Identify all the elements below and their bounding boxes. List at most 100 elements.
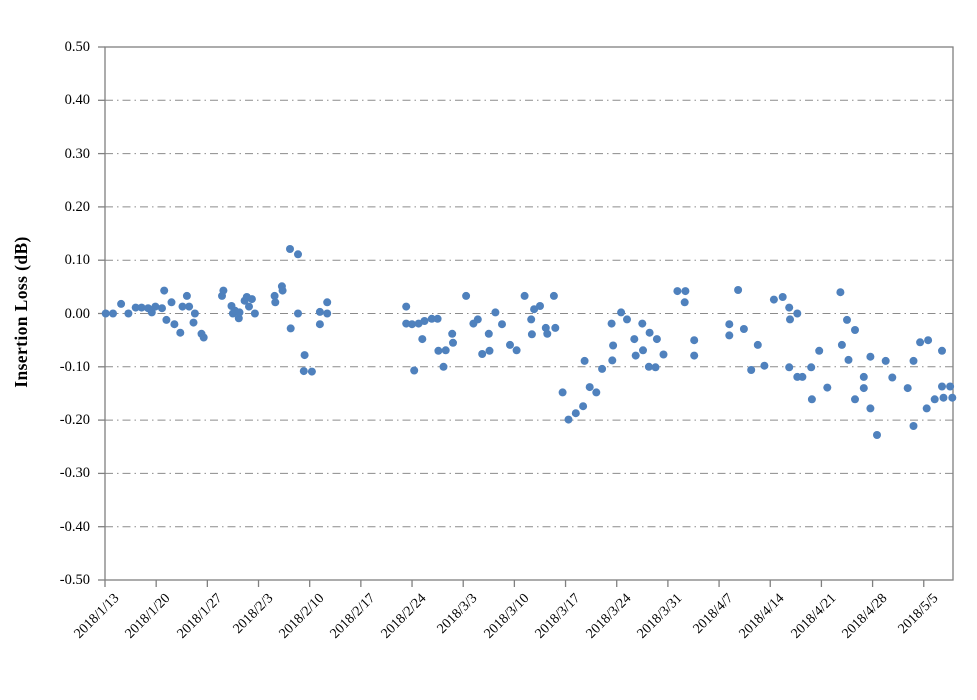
data-point [859,384,868,393]
data-point [866,404,875,413]
data-point [938,382,946,391]
data-point [434,346,443,355]
data-point [815,346,824,355]
data-point [137,303,146,312]
data-point [630,335,639,344]
data-point [199,333,208,342]
data-point [491,308,500,317]
data-point [924,336,933,345]
y-axis-title: Insertion Loss (dB) [11,236,31,388]
data-point [609,341,618,350]
data-point [158,304,166,313]
data-point [498,320,506,329]
y-axis-tick-label: -0.50 [59,572,90,588]
data-point [851,395,859,404]
data-point [441,346,450,355]
data-point [189,318,198,327]
data-point [271,298,280,307]
data-point [760,361,769,370]
data-point [176,328,185,337]
y-axis-tick-label: -0.20 [59,412,90,429]
data-point [527,330,536,339]
y-axis-tick-label: 0.40 [64,92,90,109]
data-point [844,355,853,364]
data-point [300,351,309,360]
data-point [607,319,616,328]
data-point [527,315,536,324]
data-point [579,402,588,411]
data-point [162,315,171,324]
data-point [448,329,457,338]
data-point [323,298,332,307]
data-point [462,291,471,300]
data-point [278,286,287,295]
data-point [843,315,851,324]
data-point [402,302,411,311]
data-point [418,335,427,344]
data-point [939,393,948,402]
data-point [807,395,816,404]
data-point [888,373,897,382]
y-axis-tick-label: -0.40 [59,518,90,535]
data-point [219,286,228,295]
data-point [323,309,332,318]
data-point [753,340,762,349]
data-point [286,324,295,333]
data-point [851,326,859,334]
data-point [903,384,912,393]
data-point [725,331,734,340]
data-point [478,350,487,358]
data-point [427,314,436,323]
data-point [147,308,156,317]
data-point [294,250,302,259]
data-point [408,320,416,329]
data-point [938,346,946,355]
data-point [659,350,668,359]
data-point [623,315,631,324]
data-point [598,364,607,373]
data-point [580,356,589,365]
data-point [178,302,187,311]
data-point [652,335,661,344]
data-point [420,317,429,325]
data-point [294,309,302,318]
data-point [823,383,832,392]
data-point [909,356,918,365]
data-point [946,382,955,391]
data-point [837,340,846,349]
data-point [109,309,117,318]
data-point [585,383,594,392]
y-axis-tick-label: 0.30 [64,145,90,162]
data-point [182,291,191,300]
data-point [651,363,660,372]
data-point [170,320,179,329]
data-point [769,295,778,304]
data-point [558,388,567,397]
data-point [117,299,126,308]
data-point [690,351,699,360]
data-point [449,338,457,347]
data-point [680,298,689,307]
data-point [690,336,699,345]
data-point [638,319,647,328]
y-axis-tick-label: 0.10 [64,252,90,269]
data-point [793,309,802,318]
data-point [639,346,647,355]
y-axis-tick-label: -0.30 [59,465,90,482]
data-point [866,352,875,361]
data-point [551,323,560,332]
data-point [747,366,756,374]
data-point [778,293,787,301]
data-point [922,404,931,413]
data-point [315,320,324,329]
y-axis-tick-label: 0.50 [64,39,90,55]
data-point [786,315,794,324]
data-point [948,393,957,402]
y-axis-tick-label: -0.10 [59,358,90,375]
data-point [739,325,748,333]
data-point [807,363,816,372]
data-point [299,367,308,376]
data-point [151,302,160,311]
data-point [307,367,316,376]
data-point [909,422,918,430]
